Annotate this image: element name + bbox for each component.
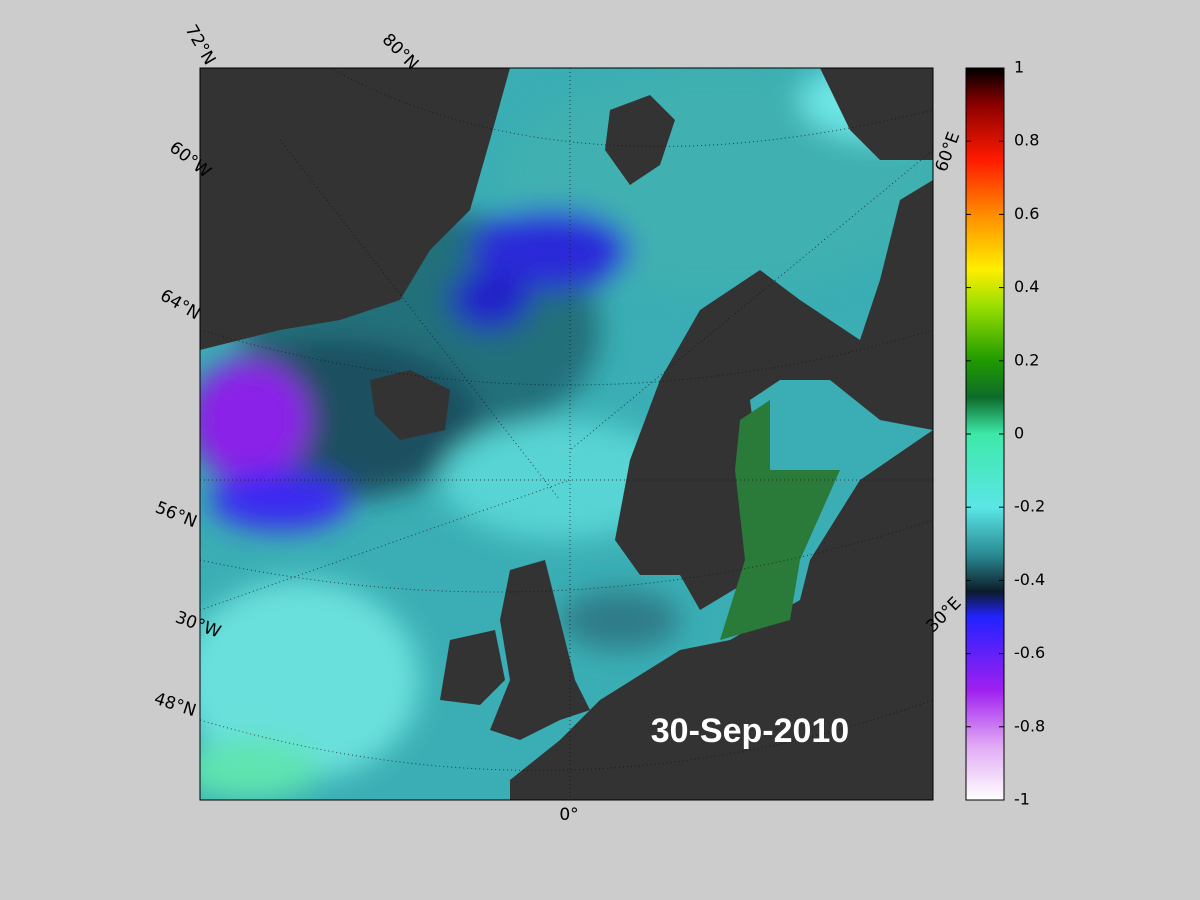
graticule-label: 0° — [559, 805, 578, 825]
graticule-label: 48°N — [152, 689, 199, 721]
map-area — [200, 68, 933, 800]
colorbar-tick-label: 0.6 — [1014, 204, 1039, 223]
great-britain — [490, 560, 590, 740]
graticule-label: 72°N — [181, 21, 220, 68]
colorbar-tick-label: 0 — [1014, 424, 1024, 443]
iceland — [370, 370, 450, 440]
baltic-sea — [720, 400, 840, 640]
map-frame — [199, 67, 934, 801]
graticule-label: 60°E — [932, 129, 965, 174]
colorbar-tick-label: -0.6 — [1014, 643, 1045, 662]
europe — [510, 430, 933, 800]
ireland — [440, 630, 505, 705]
scandinavia — [615, 180, 933, 610]
colorbar-scale — [965, 67, 1005, 801]
graticule-label: 56°N — [152, 498, 199, 533]
date-label: 30-Sep-2010 — [651, 712, 849, 750]
colorbar-tick-label: -1 — [1014, 790, 1030, 809]
graticule — [200, 68, 933, 800]
colorbar-tick-label: 0.2 — [1014, 350, 1039, 369]
colorbar-tick-label: -0.4 — [1014, 570, 1045, 589]
svalbard — [605, 95, 675, 185]
colorbar-tick-label: 1 — [1014, 58, 1024, 77]
novaya-zemlya — [820, 68, 933, 160]
greenland — [200, 68, 510, 350]
colorbar-tick-label: -0.2 — [1014, 497, 1045, 516]
graticule-label: 64°N — [156, 286, 203, 325]
colorbar-tick-label: -0.8 — [1014, 716, 1045, 735]
colorbar-tick-label: 0.4 — [1014, 277, 1039, 296]
colorbar-tick-label: 0.8 — [1014, 131, 1039, 150]
colorbar: 1 0.8 0.6 0.4 0.2 0 -0.2 -0.4 -0.6 -0.8 -1 — [965, 58, 1045, 809]
